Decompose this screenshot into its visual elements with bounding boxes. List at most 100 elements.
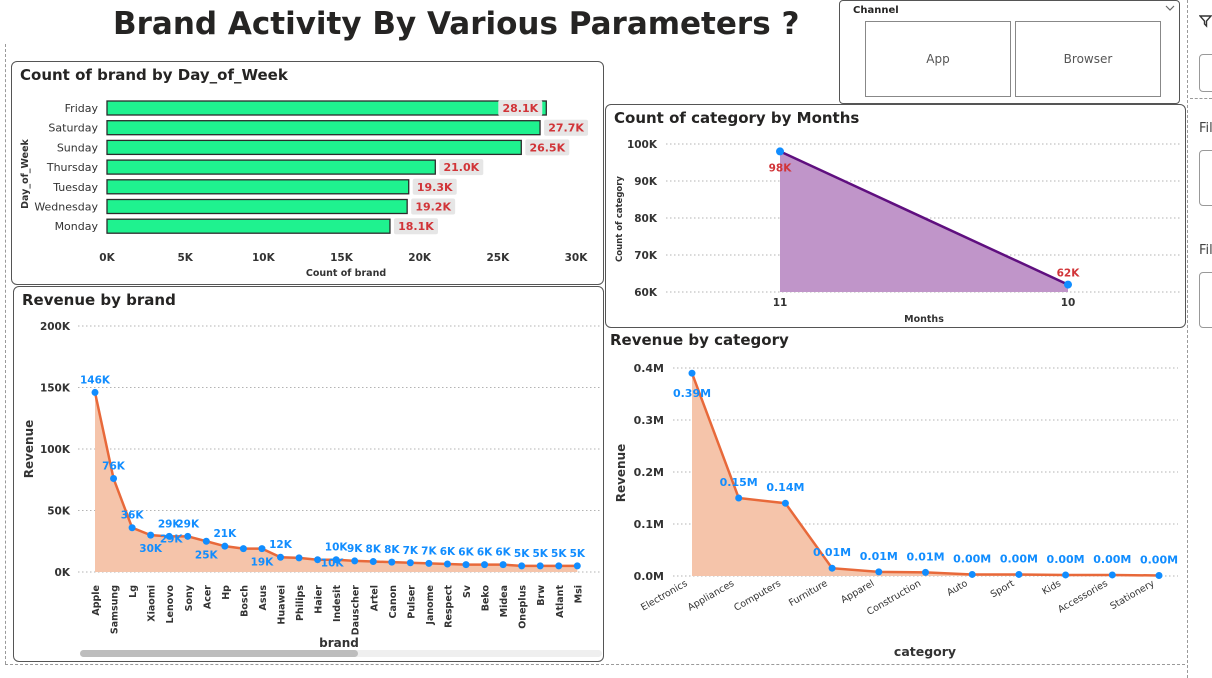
canvas-border-left — [5, 44, 6, 664]
slicer-option-browser[interactable]: Browser — [1015, 21, 1161, 97]
data-label: 5K — [570, 548, 586, 560]
y-tick-label: 60K — [634, 287, 658, 299]
x-tick-label: Appliances — [686, 578, 736, 613]
data-label: 28.1K — [502, 102, 538, 115]
y-tick-label: 100K — [627, 139, 658, 151]
data-label: 0.01M — [860, 550, 898, 563]
filter-box-2[interactable] — [1199, 150, 1212, 206]
data-point — [462, 561, 470, 569]
x-tick-label: 30K — [565, 252, 589, 264]
data-point — [688, 369, 696, 377]
x-tick-label: 10 — [1061, 297, 1076, 309]
data-point — [573, 562, 581, 570]
data-label-background — [525, 139, 570, 156]
y-axis-label: Revenue — [614, 444, 628, 503]
data-label: 0.39M — [673, 387, 711, 400]
y-tick-label: 0.4M — [634, 362, 664, 375]
y-axis-label: Count of category — [615, 176, 625, 262]
data-point — [481, 561, 489, 569]
data-point — [1064, 280, 1072, 289]
data-point — [239, 545, 247, 553]
data-label: 76K — [102, 461, 126, 473]
x-tick-label: Lg — [128, 585, 139, 598]
x-tick-label: Haier — [314, 585, 325, 614]
x-tick-label: Sony — [184, 584, 195, 611]
data-label: 21K — [213, 528, 237, 540]
data-point — [443, 560, 451, 568]
x-tick-label: Indesit — [332, 585, 343, 622]
x-tick-label: Beko — [481, 585, 492, 612]
x-tick-label: 5K — [177, 252, 193, 264]
page-title: Brand Activity By Various Parameters ? — [113, 6, 800, 42]
data-point — [351, 557, 359, 565]
x-tick-label: Artel — [369, 585, 380, 611]
data-point — [1108, 571, 1116, 579]
x-tick-label: Janome — [425, 585, 436, 626]
data-label: 19.3K — [417, 181, 453, 194]
y-tick-label: Sunday — [57, 141, 99, 154]
bar — [106, 179, 410, 195]
x-tick-label: Dauscher — [351, 585, 362, 636]
filter-box-3[interactable] — [1199, 272, 1212, 328]
x-tick-label: Oneplus — [518, 585, 529, 629]
x-tick-label: 11 — [773, 297, 788, 309]
x-tick-label: Canon — [388, 585, 399, 619]
horizontal-scrollbar-thumb[interactable] — [80, 650, 358, 657]
channel-slicer: Channel App Browser — [839, 0, 1180, 104]
chevron-down-icon[interactable] — [1165, 4, 1175, 12]
y-tick-label: Saturday — [48, 122, 98, 135]
data-label: 5K — [514, 548, 530, 560]
data-label-background — [544, 119, 589, 136]
data-label: 8K — [366, 544, 382, 556]
data-point — [147, 531, 155, 539]
data-label: 0.00M — [1093, 553, 1131, 566]
filter-label-2: Fil — [1199, 243, 1212, 258]
filter-box-1[interactable] — [1199, 54, 1212, 92]
y-tick-label: 0.1M — [634, 518, 664, 531]
x-tick-label: Acer — [202, 585, 213, 609]
x-tick-label: Brw — [536, 585, 547, 606]
bar — [106, 100, 547, 116]
data-point — [128, 524, 136, 532]
x-tick-label: Atlant — [555, 585, 566, 618]
y-tick-label: 150K — [40, 383, 71, 395]
x-tick-label: 15K — [330, 252, 354, 264]
x-tick-label: Bosch — [239, 585, 250, 617]
data-label-background — [411, 198, 456, 215]
y-tick-label: Friday — [65, 102, 99, 115]
slicer-title: Channel — [853, 5, 899, 16]
y-axis-label: Revenue — [22, 420, 36, 479]
x-tick-label: 0K — [99, 252, 115, 264]
x-tick-label: Huawei — [277, 585, 288, 625]
data-label: 10K — [325, 542, 349, 554]
data-point — [968, 570, 976, 578]
data-label: 0.00M — [1047, 553, 1085, 566]
data-point — [1015, 570, 1023, 578]
data-label: 5K — [551, 548, 567, 560]
chart-title: Count of brand by Day_of_Week — [20, 66, 288, 84]
data-label-background — [439, 159, 484, 176]
data-point — [202, 537, 210, 545]
data-label: 19.2K — [415, 201, 451, 214]
data-point — [518, 562, 526, 570]
chart-revenue-brand: Revenue by brand 0K 50K 100K 150K 200K 146K Ap… — [13, 286, 604, 662]
filter-divider — [1190, 98, 1212, 99]
data-label: 146K — [80, 374, 111, 386]
filter-icon[interactable] — [1199, 14, 1212, 28]
data-point — [258, 545, 266, 553]
y-tick-label: 0.0M — [634, 570, 664, 583]
y-tick-label: 70K — [634, 250, 658, 262]
x-axis-label: brand — [319, 636, 359, 650]
area-fill — [692, 373, 1159, 576]
data-label: 0.01M — [906, 550, 944, 563]
data-label: 0.14M — [766, 481, 804, 494]
chart-title: Count of category by Months — [614, 109, 860, 127]
slicer-option-app[interactable]: App — [865, 21, 1011, 97]
canvas-border-right — [1187, 0, 1188, 678]
data-label: 6K — [440, 546, 456, 558]
data-point — [184, 532, 192, 540]
bar — [106, 198, 408, 215]
data-label: 5K — [532, 548, 548, 560]
x-axis-label: category — [894, 644, 956, 659]
x-tick-label: Midea — [499, 585, 510, 617]
